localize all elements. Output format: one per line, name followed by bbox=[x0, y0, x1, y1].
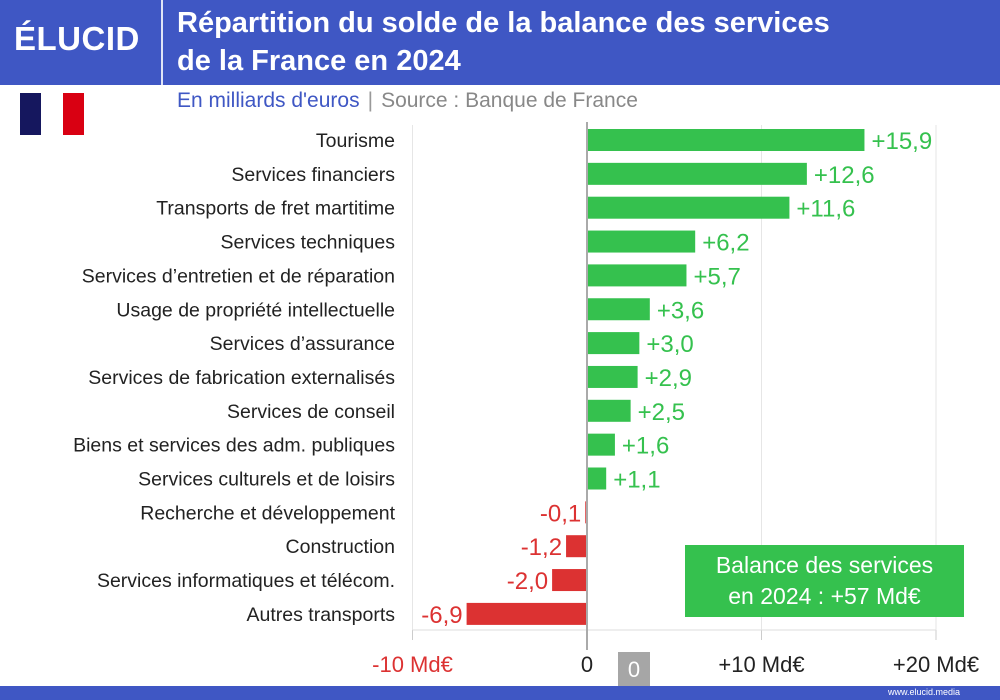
bar bbox=[587, 467, 607, 490]
data-label: +2,5 bbox=[638, 399, 685, 426]
bar bbox=[587, 433, 615, 456]
data-label: +1,6 bbox=[622, 433, 669, 460]
category-label: Services culturels et de loisirs bbox=[138, 469, 395, 491]
brand-logo: ÉLUCID bbox=[14, 20, 140, 57]
category-label: Tourisme bbox=[316, 130, 395, 152]
header-banner bbox=[0, 0, 1000, 85]
footer-banner bbox=[0, 686, 1000, 700]
data-label: +1,1 bbox=[613, 467, 660, 494]
category-label: Services informatiques et télécom. bbox=[97, 570, 395, 592]
x-tick-label: +20 Md€ bbox=[893, 652, 979, 677]
data-label: -6,9 bbox=[421, 602, 462, 629]
category-label: Services d’entretien et de réparation bbox=[82, 265, 395, 287]
bar bbox=[466, 602, 587, 625]
category-label: Biens et services des adm. publiques bbox=[73, 435, 395, 457]
bar bbox=[587, 298, 650, 321]
source-label: Source : Banque de France bbox=[381, 89, 638, 112]
bar bbox=[587, 162, 807, 185]
separator: | bbox=[367, 89, 374, 112]
subtitle: En milliards d'euros | Source : Banque de … bbox=[177, 89, 638, 113]
zero-badge: 0 bbox=[618, 652, 650, 686]
data-label: -1,2 bbox=[521, 534, 562, 561]
header-divider bbox=[161, 0, 163, 85]
chart-title: Répartition du solde de la balance des s… bbox=[177, 4, 977, 80]
bar bbox=[587, 399, 631, 422]
data-label: +11,6 bbox=[796, 196, 855, 223]
category-label: Autres transports bbox=[247, 604, 396, 626]
data-label: +5,7 bbox=[693, 263, 740, 290]
category-label: Transports de fret martitime bbox=[156, 198, 395, 220]
bar bbox=[566, 535, 587, 558]
bar bbox=[552, 569, 587, 592]
bar bbox=[587, 365, 638, 388]
x-tick-label: -10 Md€ bbox=[372, 652, 453, 677]
bar bbox=[587, 332, 640, 355]
bar bbox=[587, 264, 687, 287]
bar bbox=[587, 230, 696, 253]
bar bbox=[587, 196, 790, 219]
data-label: +2,9 bbox=[645, 365, 692, 392]
title-line-2: de la France en 2024 bbox=[177, 45, 461, 77]
category-label: Recherche et développement bbox=[140, 502, 395, 524]
summary-line-2: en 2024 : +57 Md€ bbox=[728, 583, 921, 609]
category-label: Services de fabrication externalisés bbox=[88, 367, 395, 389]
website-url: www.elucid.media bbox=[887, 687, 960, 697]
summary-box: Balance des services en 2024 : +57 Md€ bbox=[685, 545, 964, 617]
data-label: +3,6 bbox=[657, 297, 704, 324]
data-label: +15,9 bbox=[871, 128, 932, 155]
data-label: -2,0 bbox=[507, 568, 548, 595]
unit-label: En milliards d'euros bbox=[177, 89, 360, 112]
bar bbox=[587, 129, 865, 151]
title-line-1: Répartition du solde de la balance des s… bbox=[177, 7, 830, 39]
category-label: Construction bbox=[286, 536, 395, 558]
category-label: Services techniques bbox=[220, 232, 395, 254]
x-tick-label: +10 Md€ bbox=[718, 652, 804, 677]
data-label: +12,6 bbox=[814, 162, 875, 189]
category-label: Services d’assurance bbox=[210, 333, 395, 355]
data-label: +3,0 bbox=[646, 331, 693, 358]
category-label: Services de conseil bbox=[227, 401, 395, 423]
summary-line-1: Balance des services bbox=[715, 552, 934, 578]
category-label: Services financiers bbox=[231, 164, 395, 186]
category-label: Usage de propriété intellectuelle bbox=[116, 299, 395, 321]
data-label: +6,2 bbox=[702, 230, 749, 257]
data-label: -0,1 bbox=[540, 500, 581, 527]
x-tick-label: 0 bbox=[581, 652, 593, 677]
